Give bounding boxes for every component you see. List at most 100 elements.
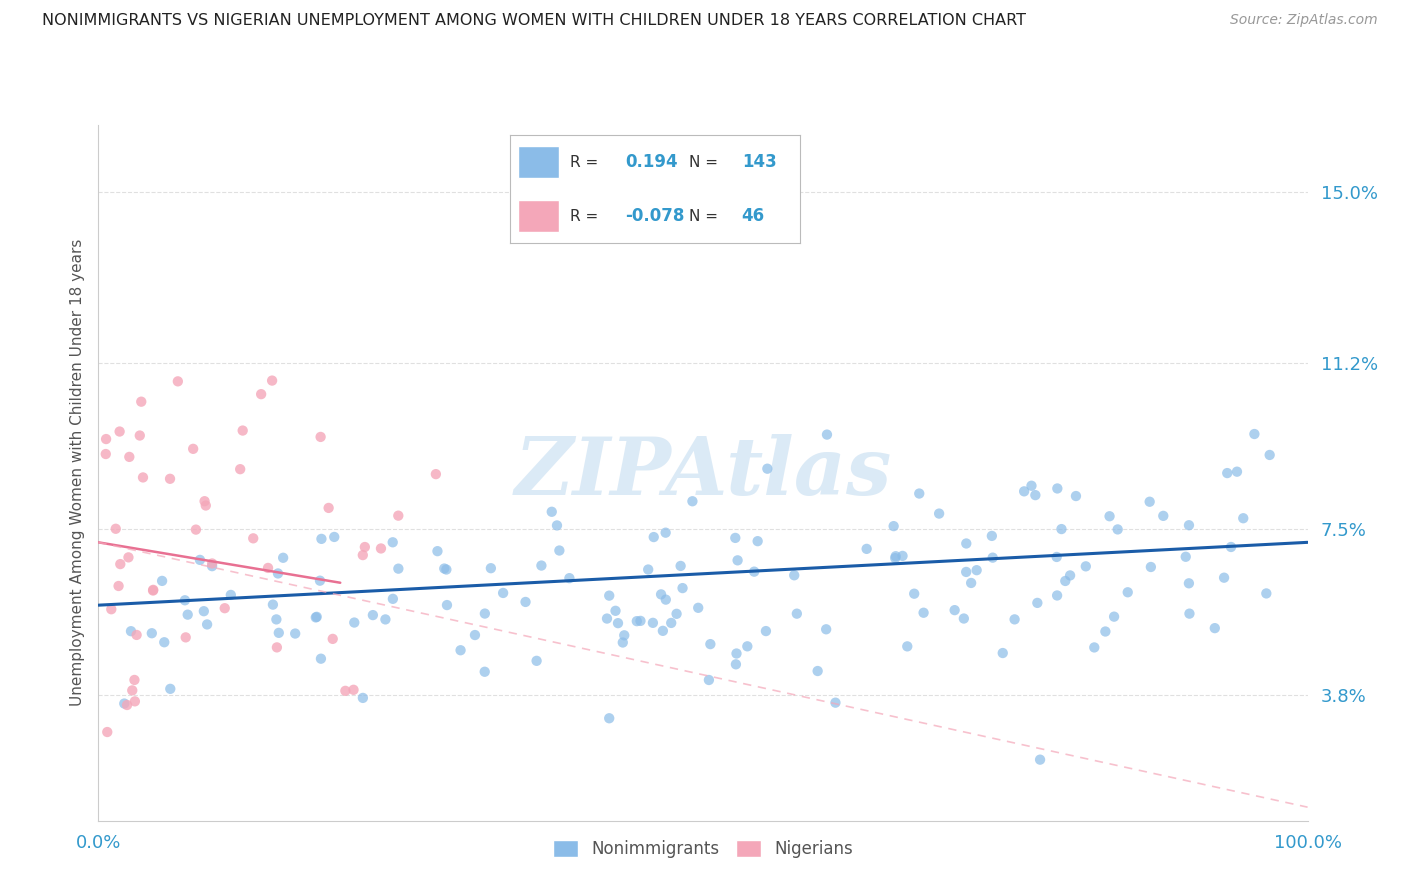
Point [176,607,198,622]
Point [855,541,877,556]
Point [1046,482,1069,496]
Y-axis label: Unemployment Among Women with Children Under 18 years: Unemployment Among Women with Children U… [69,239,84,706]
Point [201,557,224,571]
Point [605,604,627,618]
Point [309,651,332,665]
Point [194,494,217,508]
Point [1232,511,1254,525]
Point [665,607,688,621]
Point [786,607,808,621]
Point [908,486,931,500]
Point [671,581,693,595]
Point [626,614,648,628]
Point [884,549,907,564]
Point [955,536,977,550]
Point [266,612,288,626]
Point [250,387,273,401]
Point [166,375,188,389]
Point [311,532,333,546]
Point [1178,607,1201,621]
Point [1064,489,1087,503]
Point [195,617,218,632]
Point [637,562,659,576]
Point [737,640,759,654]
Point [214,601,236,615]
Point [1054,574,1077,588]
Point [374,612,396,626]
Point [271,550,294,565]
Point [960,576,983,591]
Point [201,559,224,574]
Point [96,725,118,739]
Point [688,600,710,615]
Point [184,523,207,537]
Point [654,525,676,540]
Point [815,427,838,442]
Point [1046,589,1069,603]
Point [174,593,197,607]
Point [159,472,181,486]
Point [159,681,181,696]
Point [381,591,404,606]
Point [891,549,914,563]
Point [492,586,515,600]
Point [548,543,571,558]
Point [425,467,447,482]
Point [530,558,553,573]
Point [194,499,217,513]
Point [1256,586,1278,600]
Point [284,626,307,640]
Point [267,625,290,640]
Point [724,657,747,672]
Point [142,582,165,597]
Point [94,447,117,461]
Point [1174,549,1197,564]
Point [115,698,138,712]
Point [630,614,652,628]
Point [132,470,155,484]
Point [558,571,581,585]
Point [1139,494,1161,508]
Point [1258,448,1281,462]
Point [361,608,384,623]
Point [121,683,143,698]
Point [120,624,142,639]
Point [342,682,364,697]
Point [426,544,449,558]
Point [1213,571,1236,585]
Point [142,583,165,598]
Legend: Nonimmigrants, Nigerians: Nonimmigrants, Nigerians [546,833,860,864]
Point [387,562,409,576]
Point [323,530,346,544]
Point [479,561,502,575]
Point [1074,559,1097,574]
Point [108,425,131,439]
Point [1220,540,1243,554]
Point [1140,560,1163,574]
Point [129,394,152,409]
Point [305,610,328,624]
Point [150,574,173,588]
Point [747,534,769,549]
Point [884,551,907,566]
Point [153,635,176,649]
Point [322,632,344,646]
Point [783,568,806,582]
Point [433,561,456,575]
Point [434,562,457,576]
Point [266,640,288,655]
Point [262,598,284,612]
Point [1226,465,1249,479]
Point [742,565,765,579]
Point [353,540,375,554]
Point [117,550,139,565]
Point [643,530,665,544]
Point [912,606,935,620]
Point [699,637,721,651]
Point [450,643,472,657]
Point [1178,576,1201,591]
Point [815,622,838,636]
Point [725,647,748,661]
Point [896,640,918,654]
Point [991,646,1014,660]
